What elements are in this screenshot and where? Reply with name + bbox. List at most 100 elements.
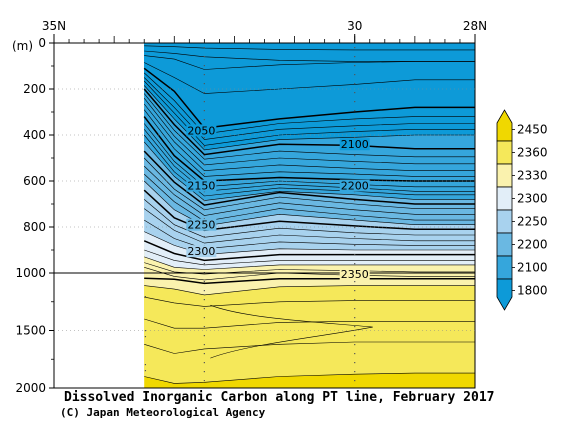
- contour-2230: [143, 173, 475, 222]
- station-dot: [203, 146, 205, 148]
- band-2010: [144, 43, 475, 50]
- station-dot: [354, 317, 356, 319]
- contour-2310: [144, 249, 475, 266]
- x-tick-label: 30: [347, 19, 362, 33]
- y-tick-label: 200: [23, 82, 46, 96]
- contour-2110: [143, 93, 475, 160]
- contour-label: 2250: [187, 219, 215, 232]
- station-dot: [144, 370, 147, 372]
- contour-2100: [143, 88, 475, 156]
- station-dot: [354, 218, 356, 220]
- station-dot: [354, 344, 356, 346]
- station-dot: [354, 380, 356, 382]
- colorbar-label: 2300: [517, 192, 548, 206]
- station-dot: [354, 56, 356, 58]
- station-dot: [354, 173, 356, 175]
- x-tick-label: 28N: [463, 19, 487, 33]
- colorbar-swatch: [496, 278, 513, 311]
- colorbar-swatch: [496, 140, 513, 165]
- station-dot: [144, 336, 147, 338]
- contour-2160: [143, 123, 475, 188]
- station-dot: [203, 218, 205, 220]
- colorbar-label: 2450: [517, 123, 548, 137]
- station-dot: [203, 119, 205, 121]
- station-dot: [203, 101, 205, 103]
- station-dot: [354, 110, 356, 112]
- station-dot: [203, 299, 205, 301]
- station-dot: [203, 110, 205, 112]
- station-dot: [203, 83, 205, 85]
- contour-label-bg: [186, 218, 217, 231]
- station-dot: [203, 371, 205, 373]
- contour-label: 2050: [187, 124, 215, 137]
- contour-2365: [144, 318, 475, 329]
- station-dot: [354, 128, 356, 130]
- contour-2010: [144, 45, 475, 51]
- station-dot: [354, 155, 356, 157]
- contour-2270: [144, 208, 475, 244]
- station-dot: [203, 308, 205, 310]
- color-fill-bands: [144, 43, 475, 384]
- station-dot: [354, 299, 356, 301]
- contour-label-bg: [339, 179, 370, 192]
- station-dot: [354, 227, 356, 229]
- contour-2070: [143, 77, 475, 140]
- contour-2210: [143, 157, 475, 211]
- station-dot: [354, 263, 356, 265]
- plot-area: [143, 43, 475, 388]
- station-dot: [144, 364, 147, 366]
- station-dot: [203, 47, 205, 49]
- station-dot: [354, 92, 356, 94]
- station-dot: [354, 83, 356, 85]
- station-dot: [354, 200, 356, 202]
- contour-label: 2100: [341, 138, 369, 151]
- colorbar-swatch: [496, 255, 513, 280]
- contour-2030: [144, 55, 475, 70]
- contour-2375: [144, 372, 475, 384]
- chart-credit: (C) Japan Meteorological Agency: [60, 406, 266, 419]
- colorbar-label: 2200: [517, 238, 548, 252]
- station-dot: [354, 47, 356, 49]
- station-dot: [354, 335, 356, 337]
- contour-2350: [144, 277, 475, 285]
- colorbar-label: 2330: [517, 169, 548, 183]
- station-dot: [203, 56, 205, 58]
- y-tick-label: 2000: [15, 381, 46, 395]
- y-tick-label: 400: [23, 128, 46, 142]
- contour-label-bg: [339, 138, 370, 151]
- station-dot: [203, 344, 205, 346]
- contour-2040: [144, 62, 475, 94]
- contour-2200: [143, 150, 475, 206]
- station-dot: [203, 209, 205, 211]
- contour-2220: [143, 165, 475, 216]
- station-dot: [354, 137, 356, 139]
- station-dot: [203, 326, 205, 328]
- station-dot: [203, 65, 205, 67]
- contour-2130: [143, 103, 475, 172]
- station-dot: [354, 290, 356, 292]
- chart-title: Dissolved Inorganic Carbon along PT line…: [64, 390, 494, 405]
- x-minor-ticks: [53, 36, 476, 43]
- y-tick-label: 800: [23, 220, 46, 234]
- station-dot: [354, 119, 356, 121]
- colorbar-label: 1800: [517, 284, 548, 298]
- contour-2280: [144, 219, 475, 250]
- contour-label-bg: [186, 124, 217, 137]
- y-tick-label: 600: [23, 174, 46, 188]
- station-dot: [354, 326, 356, 328]
- station-dot: [203, 200, 205, 202]
- station-dot: [354, 74, 356, 76]
- colorbar-swatch: [496, 109, 513, 142]
- y-tick-label: 0: [38, 36, 46, 50]
- contour-2250: [143, 189, 475, 232]
- station-dot: [203, 281, 205, 283]
- y-tick-label: 1000: [15, 266, 46, 280]
- contour-2330: [144, 262, 475, 275]
- contour-2140: [143, 109, 475, 177]
- station-dot: [354, 209, 356, 211]
- contour-2060: [143, 72, 475, 135]
- station-dot: [203, 290, 205, 292]
- contour-label-bg: [186, 179, 217, 192]
- colorbar-swatch: [496, 163, 513, 188]
